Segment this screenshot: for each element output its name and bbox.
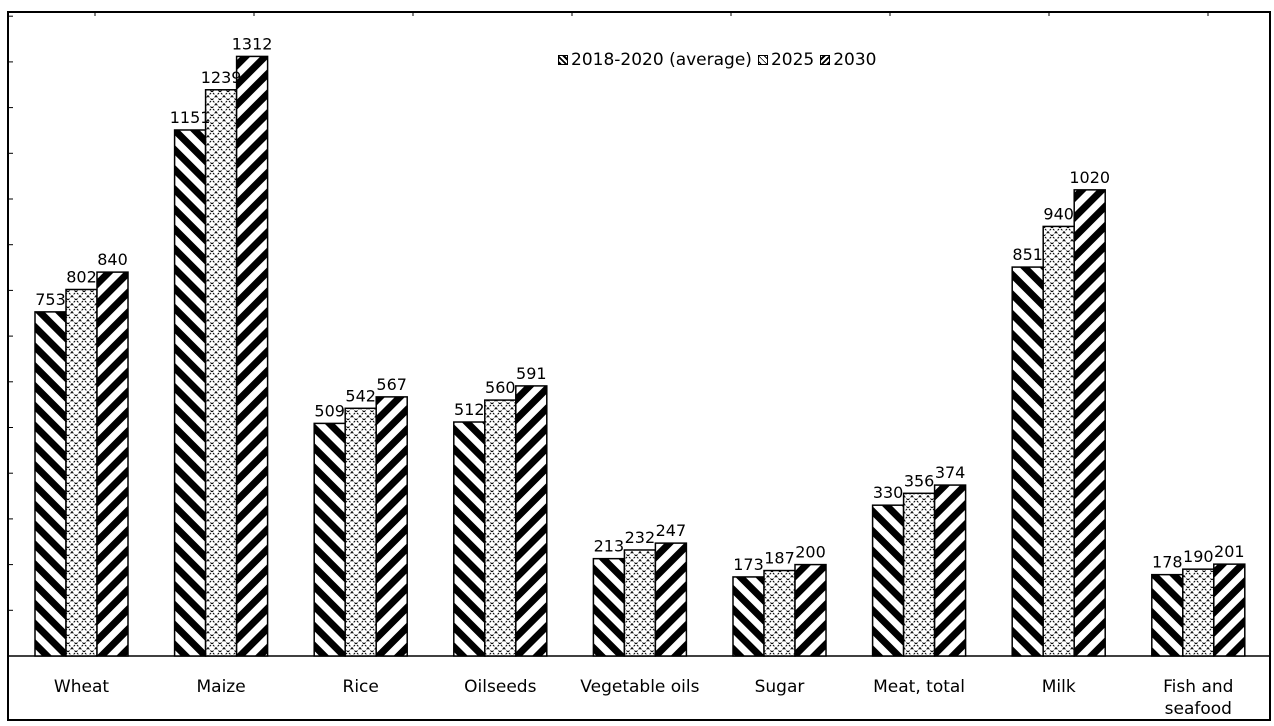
bar-rice-1 (344, 407, 377, 657)
bar-maize-2 (235, 55, 269, 657)
legend-label: 2030 (833, 50, 877, 70)
legend-item-2030: 2030 (820, 50, 876, 70)
bar-vegetable-oils-1 (623, 549, 657, 657)
data-label: 509 (314, 401, 345, 420)
data-label: 542 (345, 386, 376, 405)
bar-milk-2 (1073, 189, 1106, 657)
data-label: 247 (656, 521, 687, 540)
data-label: 1020 (1069, 168, 1110, 187)
data-label: 201 (1214, 542, 1245, 561)
bar-meat-total-0 (871, 504, 905, 657)
bar-oilseeds-0 (453, 421, 486, 657)
bar-sugar-0 (732, 576, 765, 657)
data-label: 753 (35, 290, 66, 309)
category-label: Meat, total (873, 677, 965, 697)
data-label: 851 (1012, 245, 1043, 264)
data-label: 200 (795, 543, 826, 562)
legend-swatch-icon (558, 55, 568, 65)
legend-swatch-icon (757, 55, 768, 65)
data-label: 567 (376, 375, 407, 394)
category-label: Maize (196, 677, 245, 697)
legend-swatch-icon (820, 55, 831, 65)
data-label: 178 (1152, 553, 1183, 572)
data-label: 1239 (201, 68, 242, 87)
data-label: 213 (594, 537, 625, 556)
category-label: Rice (343, 677, 379, 697)
bar-wheat-1 (65, 288, 98, 657)
bar-vegetable-oils-0 (592, 557, 626, 657)
legend-label: 2018-2020 (average) (571, 50, 752, 70)
data-label: 187 (764, 549, 795, 568)
category-label: Fish and (1163, 677, 1233, 697)
bar-oilseeds-1 (484, 399, 517, 657)
plot-area-border (7, 11, 1271, 721)
bar-maize-0 (173, 129, 207, 657)
bar-sugar-1 (763, 569, 796, 657)
data-label: 1151 (170, 108, 211, 127)
legend-item-2018-2020: 2018-2020 (average) (558, 50, 752, 70)
bar-rice-0 (313, 422, 346, 657)
legend-label: 2025 (770, 50, 815, 70)
bar-fish-and-seafood-0 (1151, 573, 1184, 657)
category-label: Sugar (755, 677, 805, 697)
top-axis-ticks (94, 12, 1209, 16)
bar-meat-total-2 (933, 484, 967, 657)
category-label: Wheat (54, 677, 109, 697)
bars-group (34, 55, 1246, 657)
category-label: seafood (1165, 699, 1232, 719)
data-label: 560 (485, 378, 516, 397)
category-label: Milk (1042, 677, 1076, 697)
data-label: 591 (516, 364, 547, 383)
category-labels-group: Wheat Maize Rice Oilseeds Vegetable oils Suga… (54, 677, 1234, 719)
bar-fish-and-seafood-2 (1213, 563, 1246, 657)
category-label: Vegetable oils (580, 677, 699, 697)
bar-meat-total-1 (902, 492, 936, 657)
category-label: Oilseeds (464, 677, 536, 697)
data-label: 840 (97, 250, 128, 269)
data-label: 232 (625, 528, 656, 547)
data-label: 356 (904, 471, 935, 490)
data-label: 330 (873, 483, 904, 502)
bar-fish-and-seafood-1 (1182, 568, 1215, 657)
legend-item-2025: 2025 (757, 50, 815, 70)
data-label: 1312 (232, 34, 273, 53)
bar-maize-1 (204, 89, 238, 657)
data-label: 173 (733, 555, 764, 574)
data-label: 374 (935, 463, 966, 482)
data-label: 190 (1183, 547, 1214, 566)
bar-vegetable-oils-2 (654, 542, 688, 657)
y-axis-ticks (8, 15, 13, 657)
legend: 2018-2020 (average) 2025 2030 (558, 50, 882, 70)
bar-rice-2 (375, 396, 408, 657)
bar-milk-1 (1042, 225, 1075, 657)
bar-sugar-2 (794, 563, 827, 657)
bar-milk-0 (1011, 266, 1044, 657)
data-label: 802 (66, 267, 97, 286)
data-label: 940 (1043, 204, 1074, 223)
bar-wheat-0 (34, 311, 67, 657)
bar-wheat-2 (96, 271, 129, 657)
bar-oilseeds-2 (515, 385, 548, 657)
data-label: 512 (454, 400, 485, 419)
